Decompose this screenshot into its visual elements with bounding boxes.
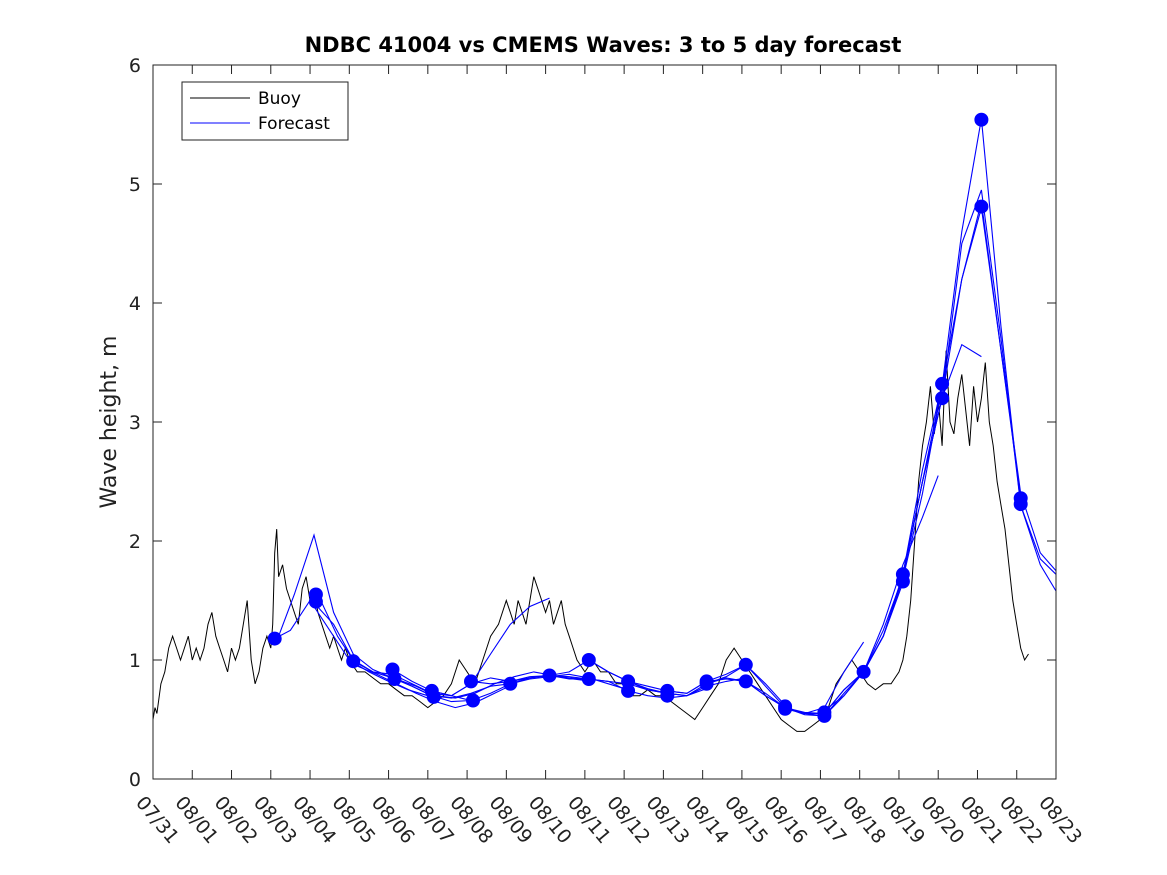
x-tick-label: 08/08 <box>445 792 497 848</box>
x-tick-label: 08/09 <box>485 792 537 848</box>
forecast-marker-25 <box>817 708 832 723</box>
forecast-marker-13 <box>581 672 596 686</box>
forecast-marker-12 <box>581 653 596 667</box>
legend-buoy-label: Buoy <box>258 89 301 109</box>
forecast-marker-20 <box>738 657 753 672</box>
forecast-marker-11 <box>542 668 557 683</box>
y-axis-label: Wave height, m <box>97 336 122 509</box>
x-tick-label: 08/16 <box>759 792 811 848</box>
x-tick-label: 08/05 <box>327 792 379 848</box>
forecast-line-19 <box>902 189 1057 592</box>
forecast-marker-10 <box>503 676 518 691</box>
forecast-marker-2 <box>308 594 323 609</box>
forecast-marker-23 <box>778 701 793 716</box>
y-tick-label: 6 <box>129 55 141 77</box>
x-tick-label: 08/14 <box>681 792 733 848</box>
x-tick-label: 08/10 <box>524 792 576 848</box>
x-tick-label: 07/31 <box>131 792 183 848</box>
y-tick-label: 1 <box>129 650 141 672</box>
buoy-line <box>152 350 1029 732</box>
forecast-marker-9 <box>466 693 480 708</box>
x-tick-label: 08/15 <box>720 792 772 848</box>
forecast-marker-34 <box>1013 497 1028 512</box>
forecast-marker-0 <box>267 631 282 646</box>
y-tick-label: 5 <box>129 174 141 196</box>
forecast-marker-26 <box>856 664 871 679</box>
forecast-marker-21 <box>738 674 753 689</box>
x-tick-label: 08/06 <box>367 792 419 848</box>
legend-box <box>181 81 349 141</box>
x-tick-label: 08/22 <box>995 792 1047 848</box>
forecast-marker-15 <box>621 683 636 698</box>
y-tick-label: 2 <box>129 531 141 553</box>
plot-background <box>153 65 1056 779</box>
y-tick-label: 3 <box>129 412 141 434</box>
buoy-series <box>152 350 1029 732</box>
forecast-line-18 <box>863 118 1057 673</box>
forecast-marker-17 <box>660 688 675 703</box>
x-tick-label: 08/12 <box>602 792 654 848</box>
forecast-marker-29 <box>935 376 950 391</box>
forecast-marker-30 <box>935 391 950 406</box>
forecast-marker-19 <box>699 676 714 691</box>
forecast-marker-8 <box>464 674 478 689</box>
x-tick-label: 08/20 <box>916 792 968 848</box>
y-tick-label: 0 <box>129 769 141 791</box>
x-tick-label: 08/13 <box>642 792 694 848</box>
x-tick-label: 08/17 <box>799 792 851 848</box>
legend: Buoy Forecast <box>181 81 349 141</box>
forecast-line-2 <box>313 602 511 699</box>
forecast-line-20 <box>941 207 1057 572</box>
x-tick-label: 08/19 <box>877 792 929 848</box>
forecast-marker-28 <box>895 574 910 589</box>
x-tick-label: 08/03 <box>249 792 301 848</box>
forecast-marker-32 <box>974 199 989 214</box>
forecast-marker-3 <box>346 654 361 669</box>
x-tick-label: 08/07 <box>406 792 458 848</box>
forecast-marker-31 <box>974 112 989 127</box>
x-tick-label: 08/04 <box>288 792 340 848</box>
forecast-markers <box>267 112 1028 723</box>
x-tick-label: 08/01 <box>170 792 222 848</box>
legend-forecast-label: Forecast <box>258 114 330 134</box>
y-tick-label: 4 <box>129 293 141 315</box>
x-tick-label: 08/23 <box>1034 792 1086 848</box>
x-tick-label: 08/11 <box>563 792 615 848</box>
x-tick-label: 08/18 <box>838 792 890 848</box>
x-tick-label: 08/02 <box>210 792 262 848</box>
plot-area <box>153 65 1056 779</box>
x-tick-label: 08/21 <box>956 792 1008 848</box>
forecast-marker-5 <box>387 672 402 686</box>
forecast-marker-7 <box>426 689 441 704</box>
chart-title: NDBC 41004 vs CMEMS Waves: 3 to 5 day fo… <box>305 33 902 57</box>
forecast-line-21 <box>820 475 939 714</box>
